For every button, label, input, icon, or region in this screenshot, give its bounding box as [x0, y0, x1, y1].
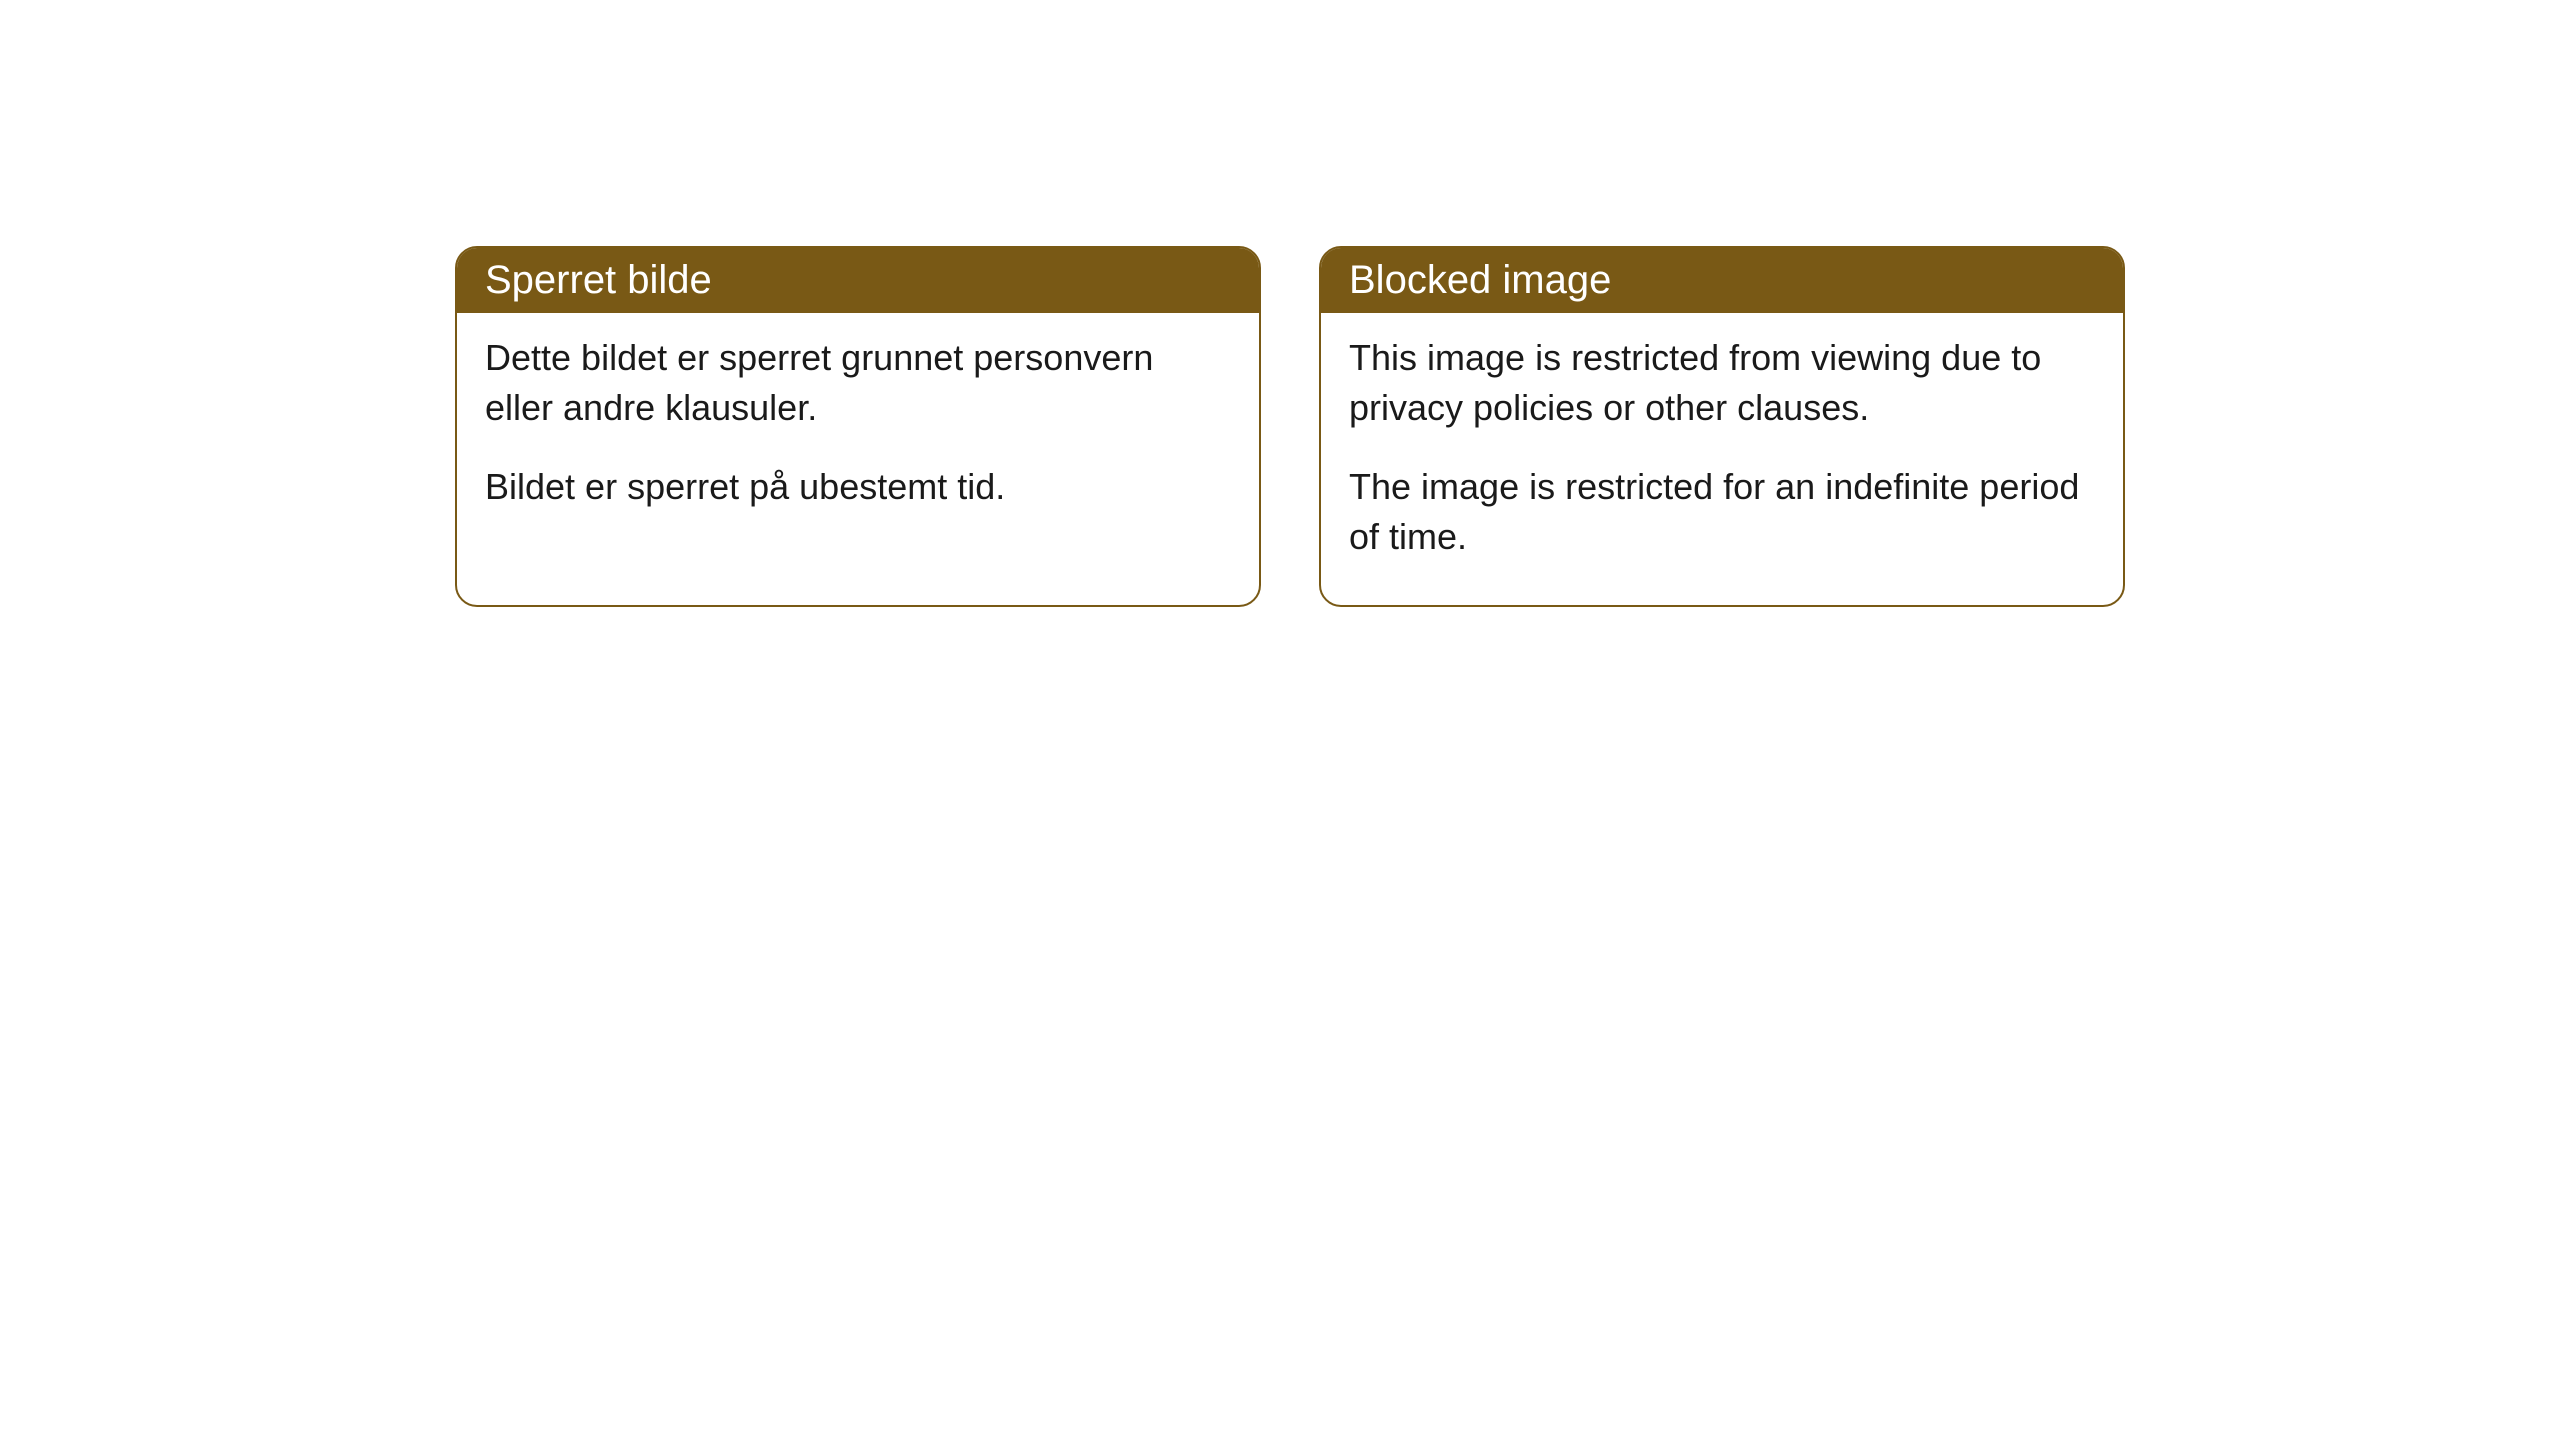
notice-card-english: Blocked image This image is restricted f… [1319, 246, 2125, 607]
card-body: This image is restricted from viewing du… [1321, 313, 2123, 605]
card-header: Blocked image [1321, 248, 2123, 313]
card-header: Sperret bilde [457, 248, 1259, 313]
card-paragraph: Bildet er sperret på ubestemt tid. [485, 462, 1231, 512]
card-body: Dette bildet er sperret grunnet personve… [457, 313, 1259, 554]
card-paragraph: The image is restricted for an indefinit… [1349, 462, 2095, 563]
card-paragraph: This image is restricted from viewing du… [1349, 333, 2095, 434]
notice-card-norwegian: Sperret bilde Dette bildet er sperret gr… [455, 246, 1261, 607]
card-title: Sperret bilde [485, 258, 712, 302]
notice-container: Sperret bilde Dette bildet er sperret gr… [455, 246, 2125, 607]
card-paragraph: Dette bildet er sperret grunnet personve… [485, 333, 1231, 434]
card-title: Blocked image [1349, 258, 1611, 302]
